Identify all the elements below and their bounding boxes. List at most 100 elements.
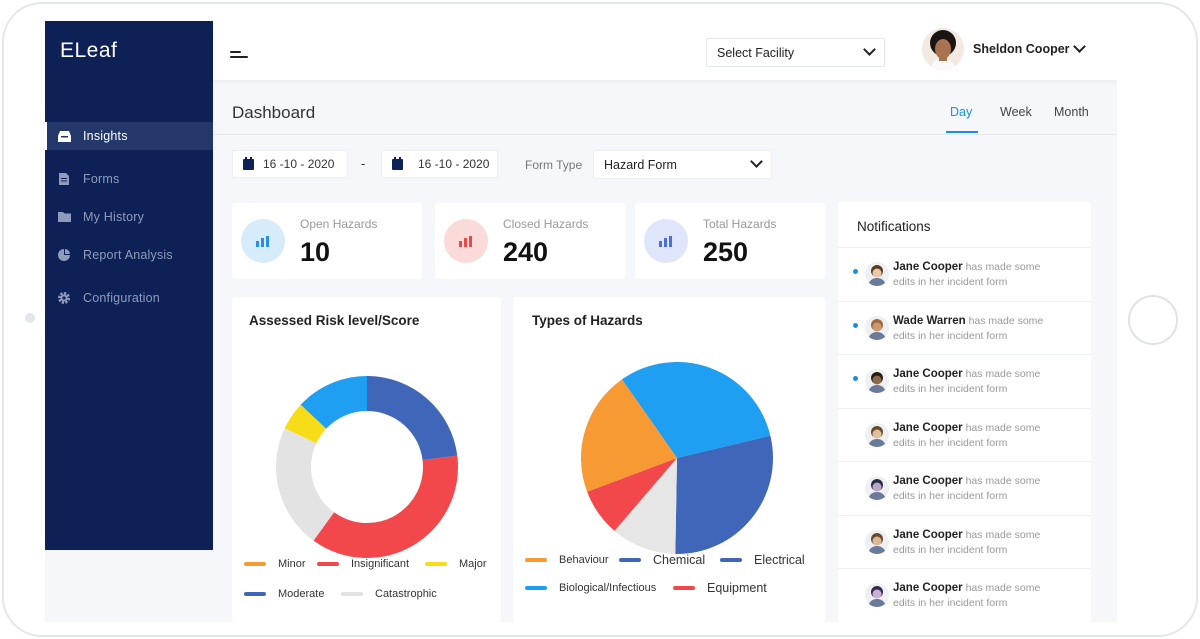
- facility-select-label: Select Facility: [717, 45, 795, 60]
- slice-insignificant[interactable]: [313, 455, 458, 558]
- page-title: Dashboard: [232, 103, 316, 122]
- chevron-down-icon: [750, 155, 763, 168]
- slice-moderate[interactable]: [367, 376, 458, 460]
- form-type-select[interactable]: Hazard Form: [593, 150, 772, 179]
- app-screen: ELeaf Insights Forms My History Report A…: [45, 21, 1117, 622]
- chevron-down-icon: [863, 43, 876, 56]
- risk-level-panel: Assessed Risk level/Score Minor Insignif…: [232, 297, 501, 622]
- notification-text: Wade Warren has made some edits in her in…: [893, 314, 1044, 342]
- notification-item[interactable]: Wade Warren has made some edits in her in…: [838, 300, 1091, 354]
- slice-major[interactable]: [284, 404, 327, 444]
- avatar: [865, 422, 889, 447]
- bar-chart-icon: [444, 219, 488, 263]
- avatar: [865, 476, 889, 500]
- slice-behaviour[interactable]: [581, 379, 677, 492]
- risk-donut-chart: [276, 376, 458, 558]
- legend-item-electrical: Electrical: [720, 553, 805, 567]
- avatar[interactable]: [922, 28, 964, 70]
- unread-dot: [853, 376, 858, 381]
- from-date-value: 16 -10 - 2020: [263, 157, 335, 171]
- form-type-label: Form Type: [525, 158, 583, 172]
- sidebar: ELeaf Insights Forms My History Report A…: [45, 21, 213, 550]
- calendar-icon: [392, 156, 403, 170]
- sidebar-item-configuration[interactable]: Configuration: [45, 284, 213, 312]
- avatar: [865, 262, 889, 286]
- notification-user: Jane Cooper: [893, 475, 963, 487]
- sidebar-item-label: Configuration: [83, 291, 160, 305]
- stat-value: 250: [703, 237, 749, 267]
- inbox-icon: [57, 129, 71, 143]
- pie-chart-icon: [57, 248, 71, 262]
- sidebar-item-report-analysis[interactable]: Report Analysis: [45, 241, 213, 269]
- chart-title: Types of Hazards: [532, 313, 643, 328]
- user-name[interactable]: Sheldon Cooper: [973, 42, 1070, 56]
- legend-item-minor: Minor: [244, 558, 306, 570]
- bar-chart-icon: [644, 219, 688, 263]
- notification-item[interactable]: Jane Cooper has made some edits in her in…: [838, 354, 1091, 407]
- notifications-title: Notifications: [857, 219, 931, 234]
- from-date-picker[interactable]: 16 -10 - 2020: [232, 150, 348, 178]
- app-logo[interactable]: ELeaf: [60, 39, 118, 62]
- user-menu-chevron-icon[interactable]: [1073, 40, 1086, 53]
- menu-toggle-icon[interactable]: [230, 51, 248, 59]
- hazard-types-panel: Types of Hazards Behaviour Chemical Elec…: [513, 297, 825, 622]
- facility-select[interactable]: Select Facility: [706, 38, 885, 67]
- stat-card-total-hazards[interactable]: Total Hazards 250: [635, 203, 825, 279]
- calendar-icon: [243, 156, 254, 170]
- legend-item-equipment: Equipment: [673, 581, 767, 595]
- stat-card-open-hazards[interactable]: Open Hazards 10: [232, 203, 422, 279]
- slice-catastrophic[interactable]: [276, 428, 335, 541]
- slice-chemical[interactable]: [614, 458, 677, 554]
- notification-user: Jane Cooper: [893, 421, 963, 434]
- notification-text: Jane Cooper has made some edits in her in…: [893, 261, 1041, 288]
- notification-item[interactable]: Jane Cooper has made some edits in her in…: [838, 461, 1091, 514]
- slice-biological-infectious[interactable]: [621, 362, 771, 458]
- bar-chart-icon: [241, 219, 285, 263]
- date-range-separator: -: [361, 156, 366, 171]
- legend-item-catastrophic: Catastrophic: [341, 588, 437, 600]
- avatar: [865, 369, 889, 393]
- legend-item-major: Major: [425, 558, 487, 570]
- sidebar-item-insights[interactable]: Insights: [45, 122, 213, 150]
- stat-card-closed-hazards[interactable]: Closed Hazards 240: [435, 203, 625, 279]
- notification-item[interactable]: Jane Cooper has made some edits in her in…: [838, 247, 1091, 300]
- slice-electrical[interactable]: [675, 435, 773, 554]
- active-tab-indicator: [946, 131, 978, 133]
- sidebar-item-my-history[interactable]: My History: [45, 203, 213, 231]
- tab-week[interactable]: Week: [1000, 105, 1032, 119]
- unread-dot: [853, 269, 858, 274]
- avatar: [865, 583, 889, 607]
- legend-item-behaviour: Behaviour: [525, 554, 609, 566]
- legend-item-biological: Biological/Infectious: [525, 582, 656, 594]
- notifications-panel: Notifications Jane Cooper has made some e…: [838, 202, 1091, 622]
- sidebar-item-label: Insights: [83, 129, 128, 143]
- notification-user: Jane Cooper: [893, 261, 963, 273]
- tab-day[interactable]: Day: [950, 105, 973, 119]
- header-divider: [213, 134, 1117, 135]
- tab-month[interactable]: Month: [1054, 105, 1089, 119]
- to-date-value: 16 -10 - 2020: [418, 157, 490, 171]
- sidebar-item-forms[interactable]: Forms: [45, 165, 213, 193]
- avatar: [865, 315, 889, 340]
- legend-item-moderate: Moderate: [244, 588, 324, 600]
- notification-text: Jane Cooper has made some edits in her in…: [893, 475, 1041, 502]
- gear-icon: [57, 291, 71, 305]
- legend-item-chemical: Chemical: [619, 553, 705, 567]
- legend-item-insignificant: Insignificant: [317, 558, 409, 570]
- stat-value: 10: [300, 237, 331, 267]
- top-bar: Select Facility Sheldon Cooper: [213, 21, 1117, 80]
- notification-item[interactable]: Jane Cooper has made some edits in her in…: [838, 568, 1091, 621]
- to-date-picker[interactable]: 16 -10 - 2020: [381, 150, 498, 178]
- notification-user: Wade Warren: [893, 314, 966, 327]
- notification-user: Jane Cooper: [893, 582, 963, 594]
- notification-item[interactable]: Jane Cooper has made some edits in her in…: [838, 407, 1091, 461]
- slice-minor[interactable]: [300, 376, 367, 429]
- stat-label: Open Hazards: [300, 217, 378, 231]
- slice-equipment[interactable]: [587, 458, 677, 531]
- avatar: [865, 529, 889, 554]
- sidebar-item-label: Forms: [83, 172, 120, 186]
- notification-item[interactable]: Jane Cooper has made some edits in her in…: [838, 514, 1091, 568]
- document-icon: [57, 172, 71, 186]
- home-button[interactable]: [1128, 295, 1178, 345]
- notification-text: Jane Cooper has made some edits in her in…: [893, 368, 1041, 395]
